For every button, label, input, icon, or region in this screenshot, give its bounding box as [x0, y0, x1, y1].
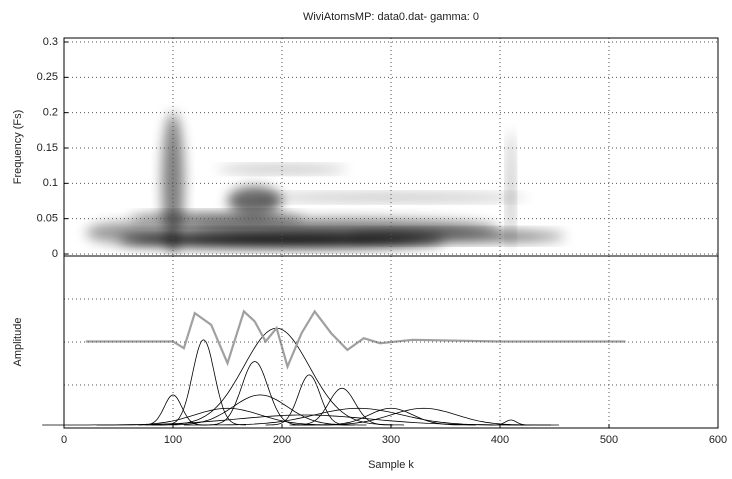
atom-waveform: [151, 394, 367, 426]
atom-energy: [216, 165, 348, 173]
y-tick-label: 0.25: [37, 71, 58, 83]
x-tick-label: 400: [491, 434, 509, 446]
x-tick-label: 600: [709, 434, 727, 446]
x-axis-label: Sample k: [368, 459, 414, 471]
tfr-plot: [85, 112, 566, 255]
x-tick-label: 300: [382, 434, 400, 446]
x-tick-label: 500: [600, 434, 618, 446]
signal-line: [85, 309, 626, 370]
atom-energy: [347, 231, 566, 242]
x-tick-label: 0: [61, 434, 67, 446]
amplitude-plot: [42, 309, 626, 426]
y-axis-label: Frequency (Fs): [12, 110, 24, 185]
atom-waveform: [145, 327, 405, 426]
atom-waveform: [159, 339, 247, 426]
chart-title: WiviAtomsMP: data0.dat- gamma: 0: [303, 11, 479, 23]
x-tick-label: 200: [273, 434, 291, 446]
atom-waveform: [202, 361, 306, 426]
y-tick-label: 0.3: [43, 36, 58, 48]
y-tick-label: 0.2: [43, 107, 58, 119]
y-tick-label: 0.15: [37, 142, 58, 154]
x-tick-label: 100: [164, 434, 182, 446]
atom-waveform: [42, 414, 559, 426]
bottom-frame: [63, 255, 719, 429]
atom-energy: [507, 130, 515, 251]
y-tick-label: 0.1: [43, 177, 58, 189]
atom-waveform: [265, 374, 352, 426]
atom-energy: [85, 222, 173, 244]
y-tick-label: 0.05: [37, 213, 58, 225]
y-axis-label: Amplitude: [12, 318, 24, 367]
y-tick-label: 0: [52, 248, 58, 260]
atom-energy: [227, 186, 282, 216]
atom-energy: [254, 193, 528, 201]
